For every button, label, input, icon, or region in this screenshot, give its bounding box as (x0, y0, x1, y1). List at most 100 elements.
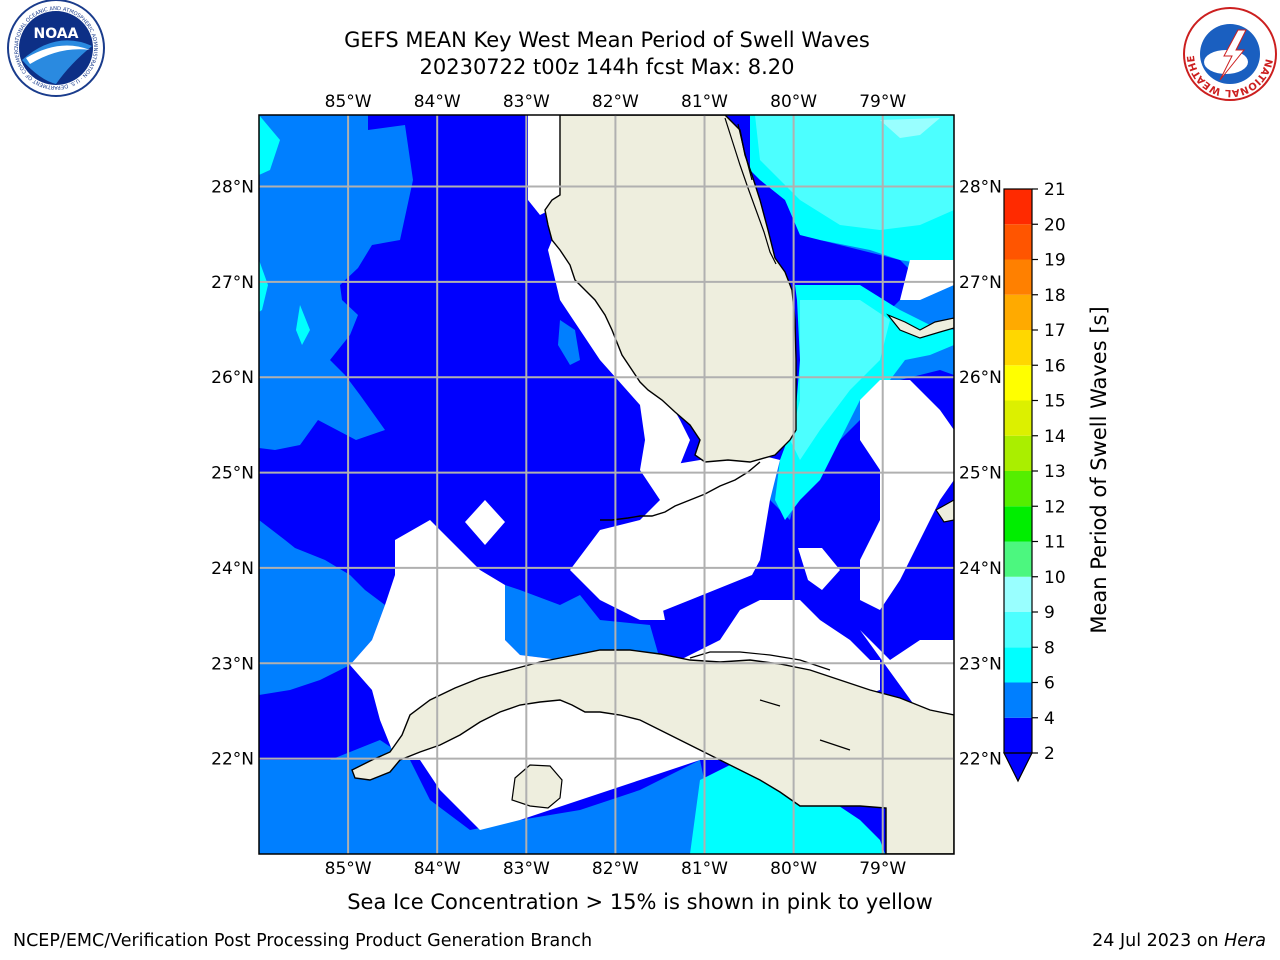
nws-logo-ring-text: NATIONAL WEATHER SERVICE (0, 0, 1274, 98)
colorbar-bin (1004, 541, 1032, 577)
colorbar-bin (1004, 365, 1032, 401)
latitude-labels-right: 28°N 27°N 26°N 25°N 24°N 23°N 22°N (959, 178, 1002, 770)
noaa-logo: NOAA NATIONAL OCEANIC AND ATMOSPHERIC AD… (0, 0, 105, 97)
colorbar-tick-label: 18 (1044, 286, 1066, 306)
noaa-logo-gull (26, 45, 90, 64)
colorbar-tick-label: 20 (1044, 215, 1066, 235)
cuba-north-cays (689, 651, 851, 751)
colorbar-bin (1004, 576, 1032, 612)
swell-contour-4-6 (690, 760, 885, 854)
colorbar-bin (1004, 189, 1032, 225)
swell-contour-4-6 (296, 305, 310, 345)
colorbar-bin (1004, 506, 1032, 542)
lon-label-bottom: 85°W (325, 859, 372, 879)
lat-label-left: 22°N (211, 750, 254, 770)
colorbar-tick-label: 10 (1044, 568, 1066, 588)
lon-label-top: 80°W (770, 92, 817, 112)
lat-label-right: 24°N (959, 559, 1002, 579)
colorbar-bin (1004, 682, 1032, 718)
lat-label-right: 22°N (959, 750, 1002, 770)
colorbar-bin (1004, 717, 1032, 753)
swell-contour-4-6 (259, 115, 280, 175)
lon-label-top: 83°W (503, 92, 550, 112)
lat-label-left: 25°N (211, 464, 254, 484)
lat-label-left: 27°N (211, 273, 254, 293)
colorbar-bin (1004, 294, 1032, 330)
lon-label-top: 84°W (414, 92, 461, 112)
lat-label-right: 26°N (959, 368, 1002, 388)
map-gridlines (259, 115, 954, 854)
lon-label-top: 85°W (325, 92, 372, 112)
swell-contour-4-6 (259, 260, 268, 312)
swell-contour-2-4 (505, 585, 660, 670)
footer-host: Hera (1224, 931, 1266, 951)
chart-subtitle: 20230722 t00z 144h fcst Max: 8.20 (419, 55, 795, 79)
noaa-logo-text: NOAA (34, 26, 79, 42)
colorbar-bin (1004, 435, 1032, 471)
colorbar-bin (1004, 400, 1032, 436)
colorbar-extend-min (1003, 752, 1033, 783)
lat-label-left: 24°N (211, 559, 254, 579)
colorbar-bin (1004, 330, 1032, 366)
lon-label-bottom: 80°W (770, 859, 817, 879)
lon-label-bottom: 79°W (859, 859, 906, 879)
chart-title: GEFS MEAN Key West Mean Period of Swell … (344, 28, 870, 52)
swell-contour-6-8 (790, 300, 890, 460)
colorbar-bin (1004, 647, 1032, 683)
lat-label-right: 27°N (959, 273, 1002, 293)
grand-bahama-island (886, 313, 954, 339)
lon-label-bottom: 82°W (592, 859, 639, 879)
lon-label-bottom: 84°W (414, 859, 461, 879)
map-panel (259, 115, 954, 854)
nws-logo: NATIONAL WEATHER SERVICE (0, 0, 1277, 101)
lat-label-left: 26°N (211, 368, 254, 388)
colorbar-label: Mean Period of Swell Waves [s] (1087, 306, 1111, 633)
cuba-landmass (351, 649, 954, 854)
colorbar-tick-label: 17 (1044, 321, 1066, 341)
lat-label-right: 25°N (959, 464, 1002, 484)
footer-date: 24 Jul 2023 on Hera (1092, 931, 1266, 951)
colorbar-bin (1004, 471, 1032, 507)
colorbar-tick-label: 6 (1044, 674, 1055, 694)
colorbar-tick-label: 15 (1044, 392, 1066, 412)
colorbar-tick-label: 16 (1044, 356, 1066, 376)
lat-label-left: 28°N (211, 178, 254, 198)
colorbar-tick-label: 12 (1044, 497, 1066, 517)
lon-label-top: 82°W (592, 92, 639, 112)
colorbar-tick-label: 9 (1044, 603, 1055, 623)
lon-label-top: 79°W (859, 92, 906, 112)
colorbar-tick-label: 19 (1044, 251, 1066, 271)
florida-keys-coastline (600, 461, 761, 521)
swell-contour-2-4 (558, 320, 580, 365)
isla-de-la-juventud (511, 764, 563, 809)
lake-okeechobee (737, 123, 753, 181)
longitude-labels-top: 85°W 84°W 83°W 82°W 81°W 80°W 79°W (325, 92, 907, 112)
colorbar-tick-label: 4 (1044, 709, 1055, 729)
colorbar-tick-label: 11 (1044, 533, 1066, 553)
lon-label-top: 81°W (681, 92, 728, 112)
swell-contour-6-8 (880, 118, 940, 138)
lat-label-left: 23°N (211, 654, 254, 674)
colorbar-tick-label: 2 (1044, 744, 1055, 764)
swell-contour-2-4 (259, 520, 385, 695)
footer-branch: NCEP/EMC/Verification Post Processing Pr… (13, 931, 593, 951)
swell-contour-6-8 (755, 115, 954, 230)
longitude-labels-bottom: 85°W 84°W 83°W 82°W 81°W 80°W 79°W (325, 859, 907, 879)
lightning-icon (1219, 29, 1247, 81)
colorbar-bin (1004, 612, 1032, 648)
florida-atlantic-coastline (724, 117, 777, 265)
lon-label-bottom: 83°W (503, 859, 550, 879)
andros-island (935, 499, 954, 523)
colorbar-bin (1004, 259, 1032, 295)
map-frame (258, 114, 955, 855)
colorbar-tick-label: 14 (1044, 427, 1066, 447)
lon-label-bottom: 81°W (681, 859, 728, 879)
sea-ice-note: Sea Ice Concentration > 15% is shown in … (347, 890, 933, 914)
footer-date-text: 24 Jul 2023 on (1092, 931, 1219, 951)
latitude-labels-left: 28°N 27°N 26°N 25°N 24°N 23°N 22°N (211, 178, 254, 770)
colorbar-tick-label: 8 (1044, 638, 1055, 658)
colorbar-tick-label: 13 (1044, 462, 1066, 482)
colorbar-tick-label: 21 (1044, 180, 1066, 200)
lat-label-right: 28°N (959, 178, 1002, 198)
